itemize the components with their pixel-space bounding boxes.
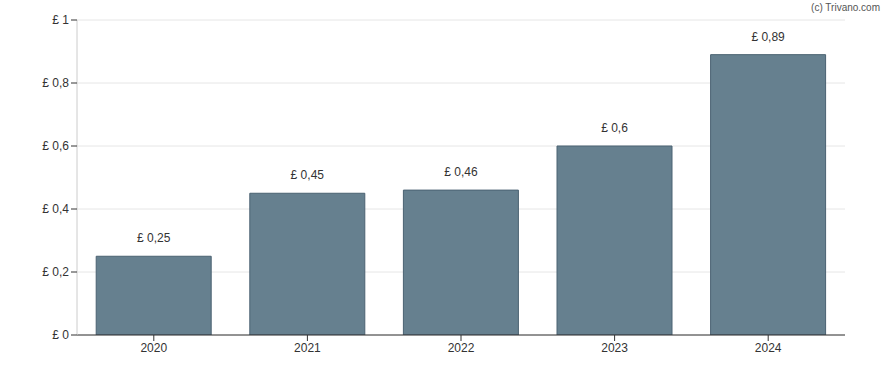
svg-text:£ 0,2: £ 0,2 bbox=[42, 265, 69, 279]
svg-text:£ 0,25: £ 0,25 bbox=[137, 231, 171, 245]
html-text:(c) Trivano.com: (c) Trivano.com bbox=[811, 2, 880, 13]
svg-text:2022: 2022 bbox=[448, 341, 475, 355]
svg-text:£ 0,6: £ 0,6 bbox=[42, 139, 69, 153]
svg-text:2021: 2021 bbox=[294, 341, 321, 355]
svg-text:£ 0,6: £ 0,6 bbox=[601, 121, 628, 135]
svg-text:£ 0,8: £ 0,8 bbox=[42, 76, 69, 90]
svg-text:£ 1: £ 1 bbox=[52, 13, 69, 27]
svg-text:£ 0,45: £ 0,45 bbox=[291, 168, 325, 182]
svg-text:2023: 2023 bbox=[601, 341, 628, 355]
svg-text:£ 0: £ 0 bbox=[52, 328, 69, 342]
svg-text:2024: 2024 bbox=[755, 341, 782, 355]
svg-text:2020: 2020 bbox=[140, 341, 167, 355]
svg-text:£ 0,46: £ 0,46 bbox=[444, 165, 478, 179]
svg-text:£ 0,4: £ 0,4 bbox=[42, 202, 69, 216]
svg-text:£ 0,89: £ 0,89 bbox=[751, 30, 785, 44]
